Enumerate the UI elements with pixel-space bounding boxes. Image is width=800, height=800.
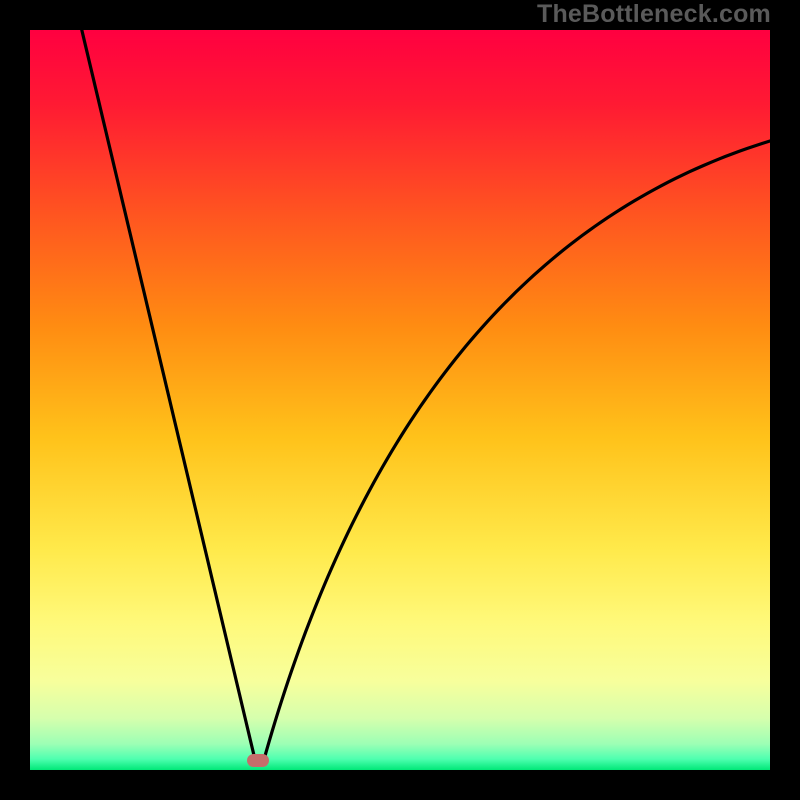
plot-area bbox=[30, 30, 770, 770]
bottleneck-curve bbox=[30, 30, 770, 770]
optimum-marker bbox=[247, 754, 269, 767]
watermark-text: TheBottleneck.com bbox=[537, 0, 771, 29]
chart-container: TheBottleneck.com bbox=[0, 0, 800, 800]
